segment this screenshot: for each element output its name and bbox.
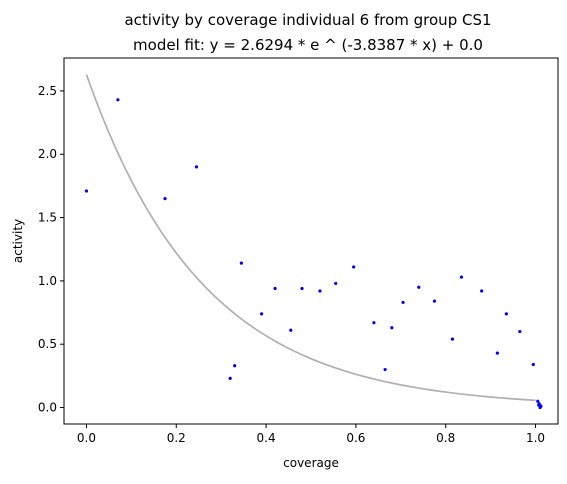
data-point xyxy=(318,289,322,293)
fit-curve xyxy=(85,74,536,402)
plot-frame xyxy=(63,57,559,425)
data-point xyxy=(334,281,338,286)
data-point xyxy=(495,351,499,355)
data-point xyxy=(239,261,243,265)
x-tick-label: 0.4 xyxy=(257,431,276,445)
data-point xyxy=(518,329,522,334)
data-point xyxy=(383,367,387,372)
data-point xyxy=(372,321,376,325)
x-axis: 0.0 0.2 0.4 0.6 0.8 1.0 xyxy=(77,424,545,445)
x-axis-label: coverage xyxy=(283,456,339,470)
y-tick-label: 2.5 xyxy=(38,84,57,98)
data-point xyxy=(432,299,437,303)
y-tick-label: 0.5 xyxy=(38,337,57,351)
x-tick-label: 0.6 xyxy=(346,431,365,445)
data-point xyxy=(300,286,304,291)
data-point xyxy=(459,275,464,279)
data-point xyxy=(401,300,405,305)
data-point xyxy=(289,328,293,332)
y-axis-label: activity xyxy=(11,219,25,263)
x-tick-label: 0.0 xyxy=(77,431,96,445)
data-point xyxy=(538,404,542,408)
y-tick-label: 1.0 xyxy=(38,274,57,288)
x-tick-label: 0.2 xyxy=(167,431,186,445)
data-point xyxy=(194,165,199,169)
data-point xyxy=(480,289,484,293)
data-point xyxy=(450,337,455,341)
y-tick-label: 0.0 xyxy=(38,401,57,415)
plot-area xyxy=(84,74,543,410)
data-point xyxy=(504,312,508,316)
y-tick-label: 1.5 xyxy=(38,211,57,225)
data-point xyxy=(531,362,535,367)
x-tick-label: 0.8 xyxy=(436,431,455,445)
data-point xyxy=(84,189,89,193)
data-point xyxy=(417,285,421,289)
data-point xyxy=(233,364,237,368)
data-point xyxy=(116,98,120,102)
data-point xyxy=(163,196,167,201)
data-point xyxy=(390,326,394,330)
x-tick-label: 1.0 xyxy=(526,431,545,445)
data-point xyxy=(352,265,356,269)
data-point xyxy=(260,312,264,316)
chart-title: activity by coverage individual 6 from g… xyxy=(124,11,491,29)
data-point xyxy=(273,286,277,291)
data-point xyxy=(536,399,540,403)
y-tick-label: 2.0 xyxy=(38,147,57,161)
chart-subtitle: model fit: y = 2.6294 * e ^ (-3.8387 * x… xyxy=(133,36,483,54)
y-axis: 0.0 0.5 1.0 1.5 2.0 2.5 xyxy=(38,84,64,415)
data-point xyxy=(228,376,232,381)
